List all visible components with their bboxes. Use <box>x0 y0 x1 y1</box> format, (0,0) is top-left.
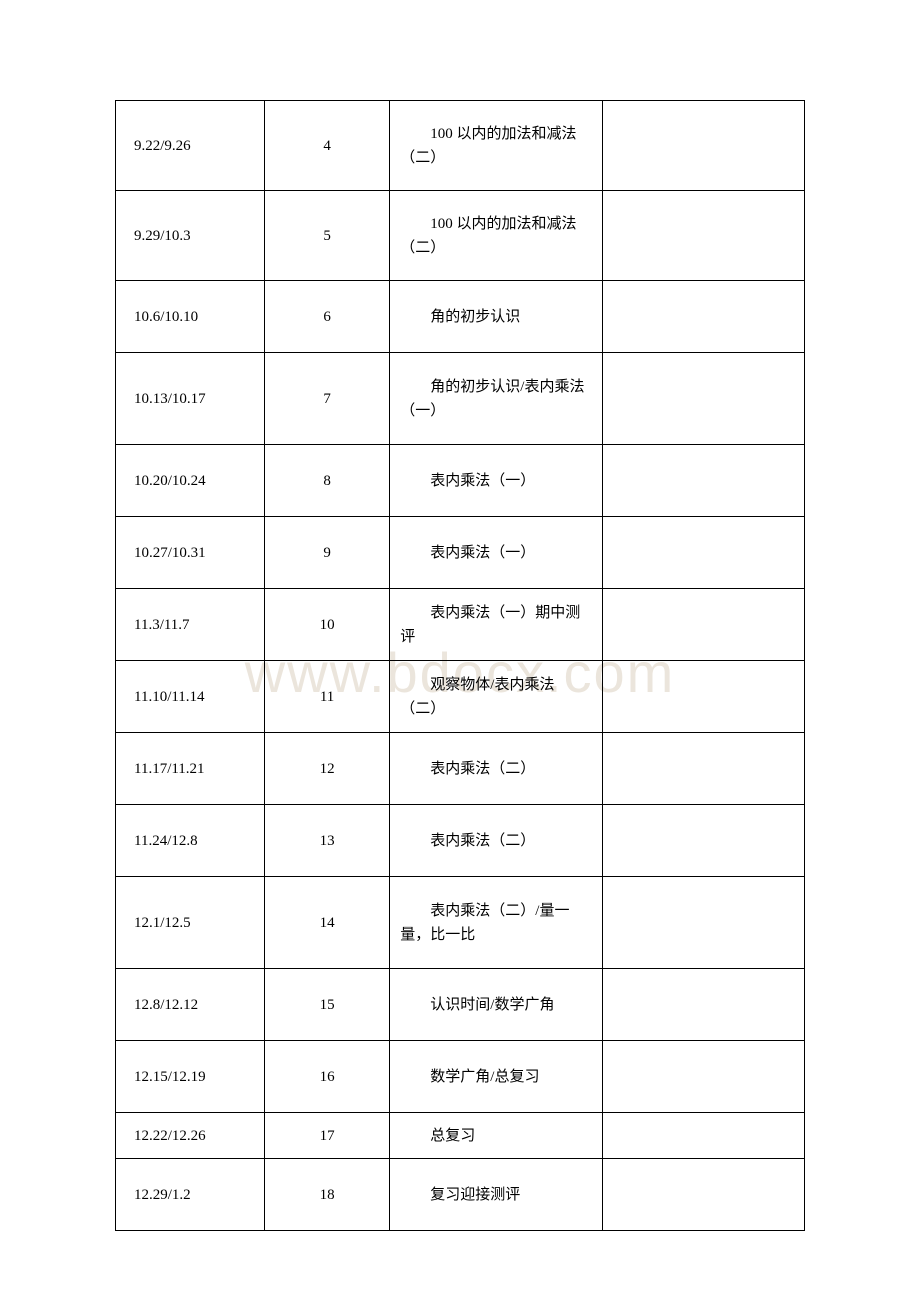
week-cell: 11 <box>264 661 389 733</box>
content-cell: 100 以内的加法和减法（二） <box>390 191 603 281</box>
week-cell: 9 <box>264 517 389 589</box>
date-cell: 11.10/11.14 <box>116 661 265 733</box>
week-cell: 5 <box>264 191 389 281</box>
notes-cell <box>602 1113 804 1159</box>
date-cell: 9.29/10.3 <box>116 191 265 281</box>
week-cell: 10 <box>264 589 389 661</box>
notes-cell <box>602 281 804 353</box>
notes-cell <box>602 661 804 733</box>
content-cell: 表内乘法（一） <box>390 445 603 517</box>
date-cell: 9.22/9.26 <box>116 101 265 191</box>
date-cell: 12.22/12.26 <box>116 1113 265 1159</box>
week-cell: 16 <box>264 1041 389 1113</box>
week-cell: 7 <box>264 353 389 445</box>
table-row: 12.15/12.1916数学广角/总复习 <box>116 1041 805 1113</box>
table-row: 12.8/12.1215认识时间/数学广角 <box>116 969 805 1041</box>
table-row: 11.10/11.1411观察物体/表内乘法（二） <box>116 661 805 733</box>
date-cell: 12.29/1.2 <box>116 1159 265 1231</box>
content-cell: 复习迎接测评 <box>390 1159 603 1231</box>
table-row: 9.22/9.264100 以内的加法和减法（二） <box>116 101 805 191</box>
table-row: 10.20/10.248表内乘法（一） <box>116 445 805 517</box>
notes-cell <box>602 877 804 969</box>
content-cell: 总复习 <box>390 1113 603 1159</box>
content-cell: 表内乘法（二）/量一量，比一比 <box>390 877 603 969</box>
notes-cell <box>602 733 804 805</box>
notes-cell <box>602 517 804 589</box>
content-cell: 100 以内的加法和减法（二） <box>390 101 603 191</box>
week-cell: 4 <box>264 101 389 191</box>
content-cell: 表内乘法（一） <box>390 517 603 589</box>
date-cell: 12.8/12.12 <box>116 969 265 1041</box>
table-row: 12.29/1.218复习迎接测评 <box>116 1159 805 1231</box>
date-cell: 11.3/11.7 <box>116 589 265 661</box>
week-cell: 6 <box>264 281 389 353</box>
week-cell: 13 <box>264 805 389 877</box>
table-row: 12.1/12.514表内乘法（二）/量一量，比一比 <box>116 877 805 969</box>
week-cell: 15 <box>264 969 389 1041</box>
notes-cell <box>602 589 804 661</box>
schedule-table: 9.22/9.264100 以内的加法和减法（二）9.29/10.35100 以… <box>115 100 805 1231</box>
date-cell: 12.1/12.5 <box>116 877 265 969</box>
week-cell: 14 <box>264 877 389 969</box>
table-row: 10.6/10.106角的初步认识 <box>116 281 805 353</box>
date-cell: 10.27/10.31 <box>116 517 265 589</box>
content-cell: 观察物体/表内乘法（二） <box>390 661 603 733</box>
week-cell: 17 <box>264 1113 389 1159</box>
notes-cell <box>602 1159 804 1231</box>
content-cell: 角的初步认识 <box>390 281 603 353</box>
date-cell: 10.20/10.24 <box>116 445 265 517</box>
table-row: 11.3/11.710表内乘法（一）期中测评 <box>116 589 805 661</box>
week-cell: 18 <box>264 1159 389 1231</box>
table-row: 11.17/11.2112表内乘法（二） <box>116 733 805 805</box>
content-cell: 表内乘法（一）期中测评 <box>390 589 603 661</box>
table-row: 12.22/12.2617总复习 <box>116 1113 805 1159</box>
notes-cell <box>602 805 804 877</box>
notes-cell <box>602 969 804 1041</box>
content-cell: 数学广角/总复习 <box>390 1041 603 1113</box>
notes-cell <box>602 101 804 191</box>
week-cell: 12 <box>264 733 389 805</box>
week-cell: 8 <box>264 445 389 517</box>
content-cell: 认识时间/数学广角 <box>390 969 603 1041</box>
date-cell: 12.15/12.19 <box>116 1041 265 1113</box>
content-cell: 表内乘法（二） <box>390 733 603 805</box>
notes-cell <box>602 445 804 517</box>
table-row: 9.29/10.35100 以内的加法和减法（二） <box>116 191 805 281</box>
content-cell: 角的初步认识/表内乘法（一） <box>390 353 603 445</box>
date-cell: 10.6/10.10 <box>116 281 265 353</box>
date-cell: 11.24/12.8 <box>116 805 265 877</box>
content-cell: 表内乘法（二） <box>390 805 603 877</box>
notes-cell <box>602 191 804 281</box>
table-row: 11.24/12.813表内乘法（二） <box>116 805 805 877</box>
table-row: 10.27/10.319表内乘法（一） <box>116 517 805 589</box>
table-row: 10.13/10.177角的初步认识/表内乘法（一） <box>116 353 805 445</box>
date-cell: 10.13/10.17 <box>116 353 265 445</box>
date-cell: 11.17/11.21 <box>116 733 265 805</box>
notes-cell <box>602 1041 804 1113</box>
table-body: 9.22/9.264100 以内的加法和减法（二）9.29/10.35100 以… <box>116 101 805 1231</box>
notes-cell <box>602 353 804 445</box>
